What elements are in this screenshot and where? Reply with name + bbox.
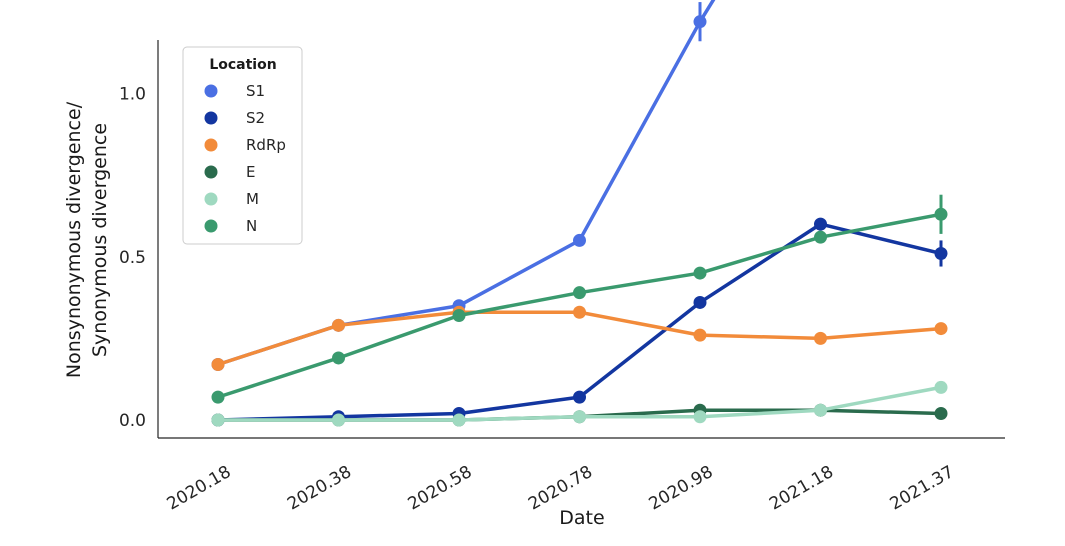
data-point — [693, 328, 707, 342]
series-layer — [211, 0, 948, 427]
legend-marker — [204, 111, 218, 125]
y-axis-title-line: Nonsynonymous divergence/ — [63, 101, 85, 378]
data-point — [814, 230, 827, 244]
data-point — [934, 207, 948, 221]
x-tick-label: 2020.58 — [405, 462, 476, 514]
data-point — [934, 246, 948, 260]
legend-label: M — [246, 190, 259, 208]
series-line — [216, 222, 943, 422]
data-point — [573, 410, 586, 424]
series-s2 — [211, 217, 948, 427]
data-point — [814, 331, 827, 345]
data-point — [211, 390, 225, 404]
data-point — [211, 357, 225, 371]
data-point — [211, 413, 225, 427]
legend-marker — [204, 138, 218, 152]
series-m — [211, 380, 948, 427]
legend-label: RdRp — [246, 136, 286, 154]
y-tick-label: 1.0 — [119, 85, 146, 105]
legend-marker — [204, 165, 218, 179]
x-tick-label: 2020.18 — [164, 462, 235, 514]
data-point — [814, 403, 827, 417]
data-point — [452, 309, 466, 323]
data-point — [332, 351, 345, 365]
data-point — [693, 295, 707, 309]
legend-label: N — [246, 217, 257, 235]
x-tick-label: 2021.37 — [887, 462, 958, 514]
x-axis-title: Date — [559, 507, 604, 529]
data-point — [814, 217, 827, 231]
x-tick-label: 2021.18 — [766, 462, 837, 514]
y-axis-title-line: Synonymous divergence — [89, 123, 111, 357]
data-point — [332, 413, 345, 427]
data-point — [573, 286, 586, 300]
legend: Location S1 S2 RdRp EMN — [182, 46, 303, 245]
series-line — [216, 310, 943, 367]
legend-label: S2 — [246, 109, 265, 127]
legend-marker — [204, 84, 218, 98]
legend-marker — [204, 192, 218, 206]
series-rdrp — [211, 305, 948, 371]
data-point — [452, 413, 466, 427]
data-point — [934, 406, 948, 420]
legend-title: Location — [209, 57, 276, 73]
data-point — [573, 233, 586, 247]
legend-label: E — [246, 163, 255, 181]
data-point — [573, 390, 586, 404]
data-point — [332, 318, 345, 332]
y-tick-label: 0.0 — [119, 411, 146, 431]
data-point — [693, 410, 707, 424]
x-tick-label: 2020.38 — [284, 462, 355, 514]
data-point — [934, 380, 948, 394]
legend-label: S1 — [246, 82, 265, 100]
data-point — [693, 15, 707, 29]
x-tick-label: 2020.98 — [646, 462, 717, 514]
data-point — [573, 305, 586, 319]
data-point — [693, 266, 707, 280]
y-tick-label: 0.5 — [119, 248, 146, 268]
series-n — [211, 194, 948, 404]
legend-marker — [204, 219, 218, 233]
data-point — [934, 322, 948, 336]
